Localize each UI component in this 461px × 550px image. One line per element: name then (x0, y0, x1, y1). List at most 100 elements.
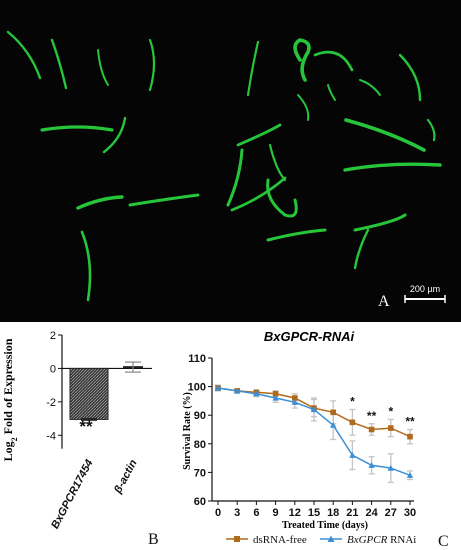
worm-27 (353, 228, 370, 270)
worm-6 (148, 38, 156, 92)
line-chart-x-tick-label: 9 (273, 507, 279, 519)
legend-marker-square (234, 536, 240, 542)
line-chart-y-tick-label: 60 (194, 496, 206, 508)
line-chart-y-tick-label: 100 (188, 382, 206, 394)
worm-10 (236, 123, 282, 147)
bar-chart-y-tick-label: -4 (46, 430, 56, 442)
scale-bar-label: 200 µm (410, 284, 440, 294)
bar-significance-mark: ** (79, 417, 93, 436)
bar-chart-category-labels: BxGPCR17454 β-actin (49, 458, 140, 531)
line-chart-axes (211, 358, 414, 502)
panel-c-line-chart: BxGPCR-RNAi 60 70 80 90 100 110 0 3 6 9 12 15 18 21 2… (182, 329, 449, 550)
worm-9 (128, 193, 200, 207)
line-chart-x-tick-label: 3 (234, 507, 240, 519)
line-chart-x-tick-label: 15 (308, 507, 320, 519)
line-chart-x-tick-label: 12 (289, 507, 301, 519)
worm-11 (226, 148, 244, 207)
worm-16 (313, 50, 354, 72)
series-point-square (407, 433, 413, 440)
series-point-triangle (234, 387, 241, 394)
legend-label-1: dsRNA-free (253, 534, 307, 546)
line-chart-y-tick-label: 90 (194, 410, 206, 422)
series-point-triangle (368, 462, 375, 468)
worm-24 (398, 53, 422, 102)
bar-1 (69, 367, 109, 420)
worm-4 (40, 125, 114, 132)
line-chart-x-axis-label: Treated Time (days) (282, 520, 368, 531)
worm-5 (102, 116, 127, 154)
bar-chart-bars: ** (69, 361, 143, 436)
line-chart-series (214, 384, 414, 478)
line-chart-y-axis-label: Survival Rate (%) (182, 392, 193, 470)
series-point-square (368, 426, 375, 433)
worm-2 (50, 38, 68, 90)
significance-mark: ** (367, 409, 377, 423)
line-chart-error-bars (215, 384, 413, 484)
significance-mark: ** (405, 415, 415, 429)
bar-chart-y-axis-label: Log2 Fold of Expression (1, 338, 19, 461)
line-chart-title: BxGPCR-RNAi (264, 329, 355, 344)
micrograph-background (0, 0, 461, 322)
nematode-worms (6, 30, 442, 302)
line-chart-x-tick-label: 18 (327, 507, 339, 519)
worm-23 (266, 228, 327, 242)
worm-18 (327, 84, 336, 101)
series-point-square (330, 409, 336, 416)
panel-c-letter: C (438, 533, 449, 550)
worm-22 (343, 162, 442, 172)
series-point-triangle (330, 422, 337, 428)
worm-21 (344, 118, 426, 152)
series-point-triangle (310, 406, 318, 413)
series-point-square (292, 395, 298, 401)
series-point-triangle (214, 384, 222, 391)
panel-a-letter: A (378, 293, 390, 310)
bar-chart-y-ticks: -4 -2 0 2 (46, 330, 62, 442)
bar-category-label: β-actin (112, 458, 140, 497)
line-chart-x-tick-label: 24 (365, 507, 378, 519)
panel-b-bar-chart: -4 -2 0 2 ** BxGPCR17454 β-actin Log2 Fold o… (1, 330, 159, 548)
series-point-triangle (291, 399, 298, 405)
worm-25 (426, 118, 436, 142)
worm-15 (293, 38, 311, 82)
bar-chart-y-tick-label: 2 (50, 330, 56, 342)
series-point-triangle (406, 472, 414, 478)
worm-17 (246, 40, 260, 97)
worm-1 (6, 30, 42, 80)
worm-3 (97, 49, 109, 86)
series-point-triangle (349, 452, 356, 458)
bar-category-label: BxGPCR17454 (49, 458, 95, 531)
legend-marker-triangle (327, 535, 335, 542)
worm-19 (359, 79, 381, 96)
series-point-square (388, 425, 394, 431)
bar-chart-y-tick-label: 0 (50, 363, 56, 375)
line-chart-x-tick-label: 30 (404, 507, 416, 519)
worm-7 (76, 195, 124, 210)
worm-14 (230, 176, 287, 212)
line-chart-y-tick-label: 80 (194, 439, 206, 451)
series-point-square (272, 390, 279, 397)
bar-chart-y-tick-label: -2 (46, 397, 56, 409)
legend-label-2: BxGPCR RNAi (347, 534, 416, 546)
significance-mark: * (350, 394, 355, 408)
series-point-triangle (253, 390, 260, 397)
panel-b-letter: B (148, 531, 159, 548)
line-chart-x-tick-label: 21 (346, 507, 358, 519)
line-chart-significance-marks: *** *** (350, 394, 415, 428)
series-point-triangle (387, 464, 394, 471)
line-chart-x-tick-label: 27 (385, 507, 397, 519)
series-point-square (349, 419, 356, 426)
worm-26 (353, 213, 407, 232)
worm-8 (80, 230, 92, 302)
line-chart-y-tick-label: 70 (194, 467, 206, 479)
significance-mark: * (388, 404, 393, 418)
line-chart-x-tick-label: 0 (215, 507, 221, 519)
worm-20 (297, 94, 310, 121)
line-chart-x-ticks: 0 3 6 9 12 15 18 21 24 27 30 (215, 501, 416, 519)
line-chart-legend: dsRNA-free BxGPCR RNAi (226, 534, 416, 546)
series-point-triangle (272, 394, 279, 401)
line-chart-y-ticks: 60 70 80 90 100 110 (188, 353, 212, 508)
panel-a-micrograph: 200 µm A (0, 0, 461, 322)
line-chart-y-tick-label: 110 (188, 353, 206, 365)
line-chart-x-tick-label: 6 (253, 507, 259, 519)
